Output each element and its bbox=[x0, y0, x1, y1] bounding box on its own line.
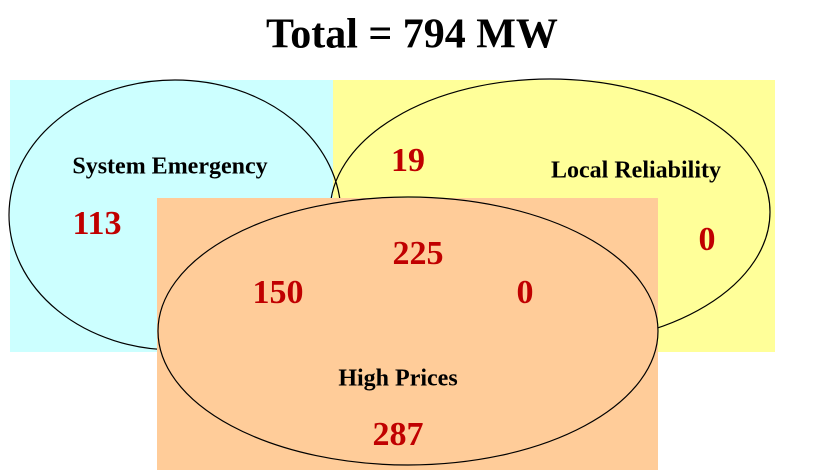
region-value: 0 bbox=[699, 221, 716, 258]
set-label: High Prices bbox=[338, 366, 457, 392]
title: Total = 794 MW bbox=[266, 12, 558, 58]
region-value: 225 bbox=[393, 235, 444, 272]
region-value: 150 bbox=[253, 274, 304, 311]
region-value: 287 bbox=[373, 416, 424, 453]
set-label: System Emergency bbox=[72, 154, 267, 180]
region-value: 19 bbox=[391, 142, 425, 179]
set-label: Local Reliability bbox=[551, 158, 721, 184]
region-value: 113 bbox=[72, 205, 121, 242]
region-value: 0 bbox=[517, 274, 534, 311]
high-prices-ellipse bbox=[157, 196, 659, 466]
high-prices-area bbox=[157, 198, 658, 470]
